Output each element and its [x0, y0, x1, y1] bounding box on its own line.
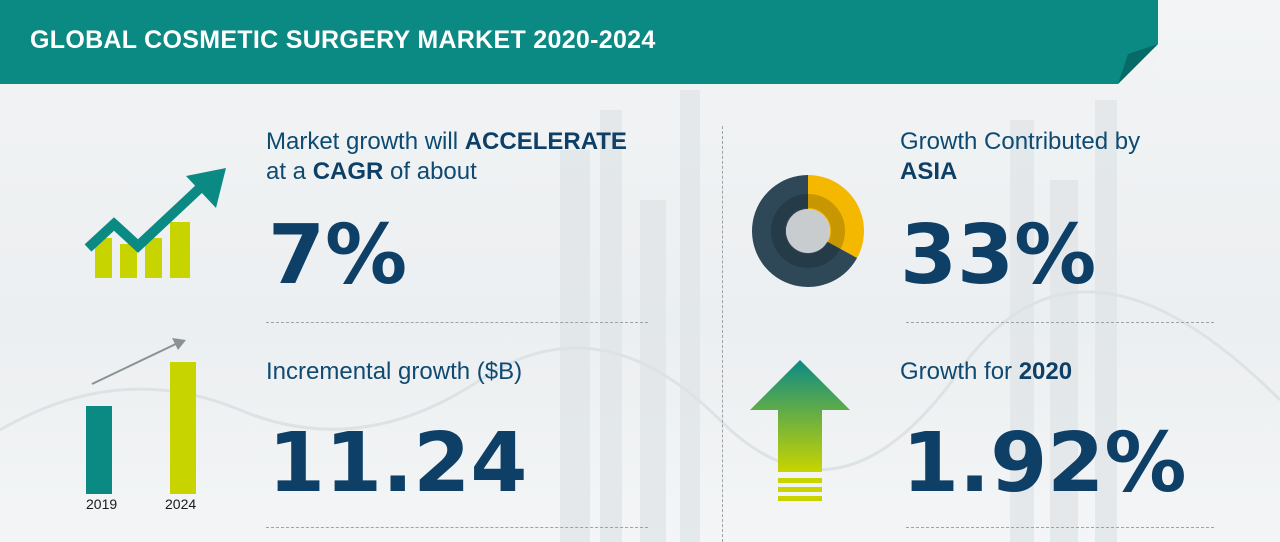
cagr-line-1: Market growth will ACCELERATE	[266, 128, 627, 156]
growth2020-label-plain: Growth for	[900, 358, 1013, 385]
growth-chart-arrow-icon	[84, 168, 226, 278]
vertical-divider	[722, 126, 723, 542]
asia-line-1: Growth Contributed by	[900, 128, 1141, 155]
cagr-divider	[266, 322, 648, 323]
asia-value: 33%	[900, 208, 1097, 303]
donut-center	[786, 209, 830, 253]
donut-slice-rest	[752, 175, 858, 287]
bar-2024	[170, 362, 196, 494]
asia-line-2: ASIA	[900, 158, 957, 186]
trend-arrow-line	[91, 341, 181, 385]
up-arrow-icon	[750, 360, 850, 501]
cagr-line2-bold: CAGR	[312, 158, 384, 185]
cagr-line1-bold: ACCELERATE	[464, 128, 627, 155]
incremental-value: 11.24	[268, 416, 528, 511]
growth2020-label-bold: 2020	[1018, 358, 1073, 385]
page-title: GLOBAL COSMETIC SURGERY MARKET 2020-2024	[30, 26, 656, 54]
mini-bars	[86, 362, 196, 494]
growth2020-value: 1.92%	[902, 416, 1187, 511]
bar-label-2024: 2024	[165, 496, 197, 512]
cagr-line2-plain-b: of about	[390, 158, 477, 185]
bar-growth-icon	[86, 338, 196, 494]
growth2020-divider	[906, 527, 1214, 528]
cagr-line1-plain: Market growth will	[266, 128, 459, 155]
trend-arrow-head	[172, 338, 186, 350]
header-banner	[0, 0, 1158, 84]
donut-slice-asia	[808, 175, 864, 258]
bar-2019	[86, 406, 112, 494]
donut-inner-ring	[771, 194, 845, 268]
growth2020-label: Growth for 2020	[900, 358, 1072, 386]
cagr-line-2: at a CAGR of about	[266, 158, 477, 186]
header-fold-corner	[1118, 44, 1158, 84]
incremental-divider	[266, 527, 648, 528]
cagr-line2-plain-a: at a	[266, 158, 307, 185]
donut-chart-icon	[752, 175, 864, 287]
asia-divider	[906, 322, 1214, 323]
incremental-label: Incremental growth ($B)	[266, 358, 523, 385]
asia-region-label: ASIA	[900, 158, 958, 185]
donut-slices	[752, 175, 864, 287]
bar-label-2019: 2019	[86, 496, 118, 512]
cagr-value: 7%	[268, 208, 408, 303]
